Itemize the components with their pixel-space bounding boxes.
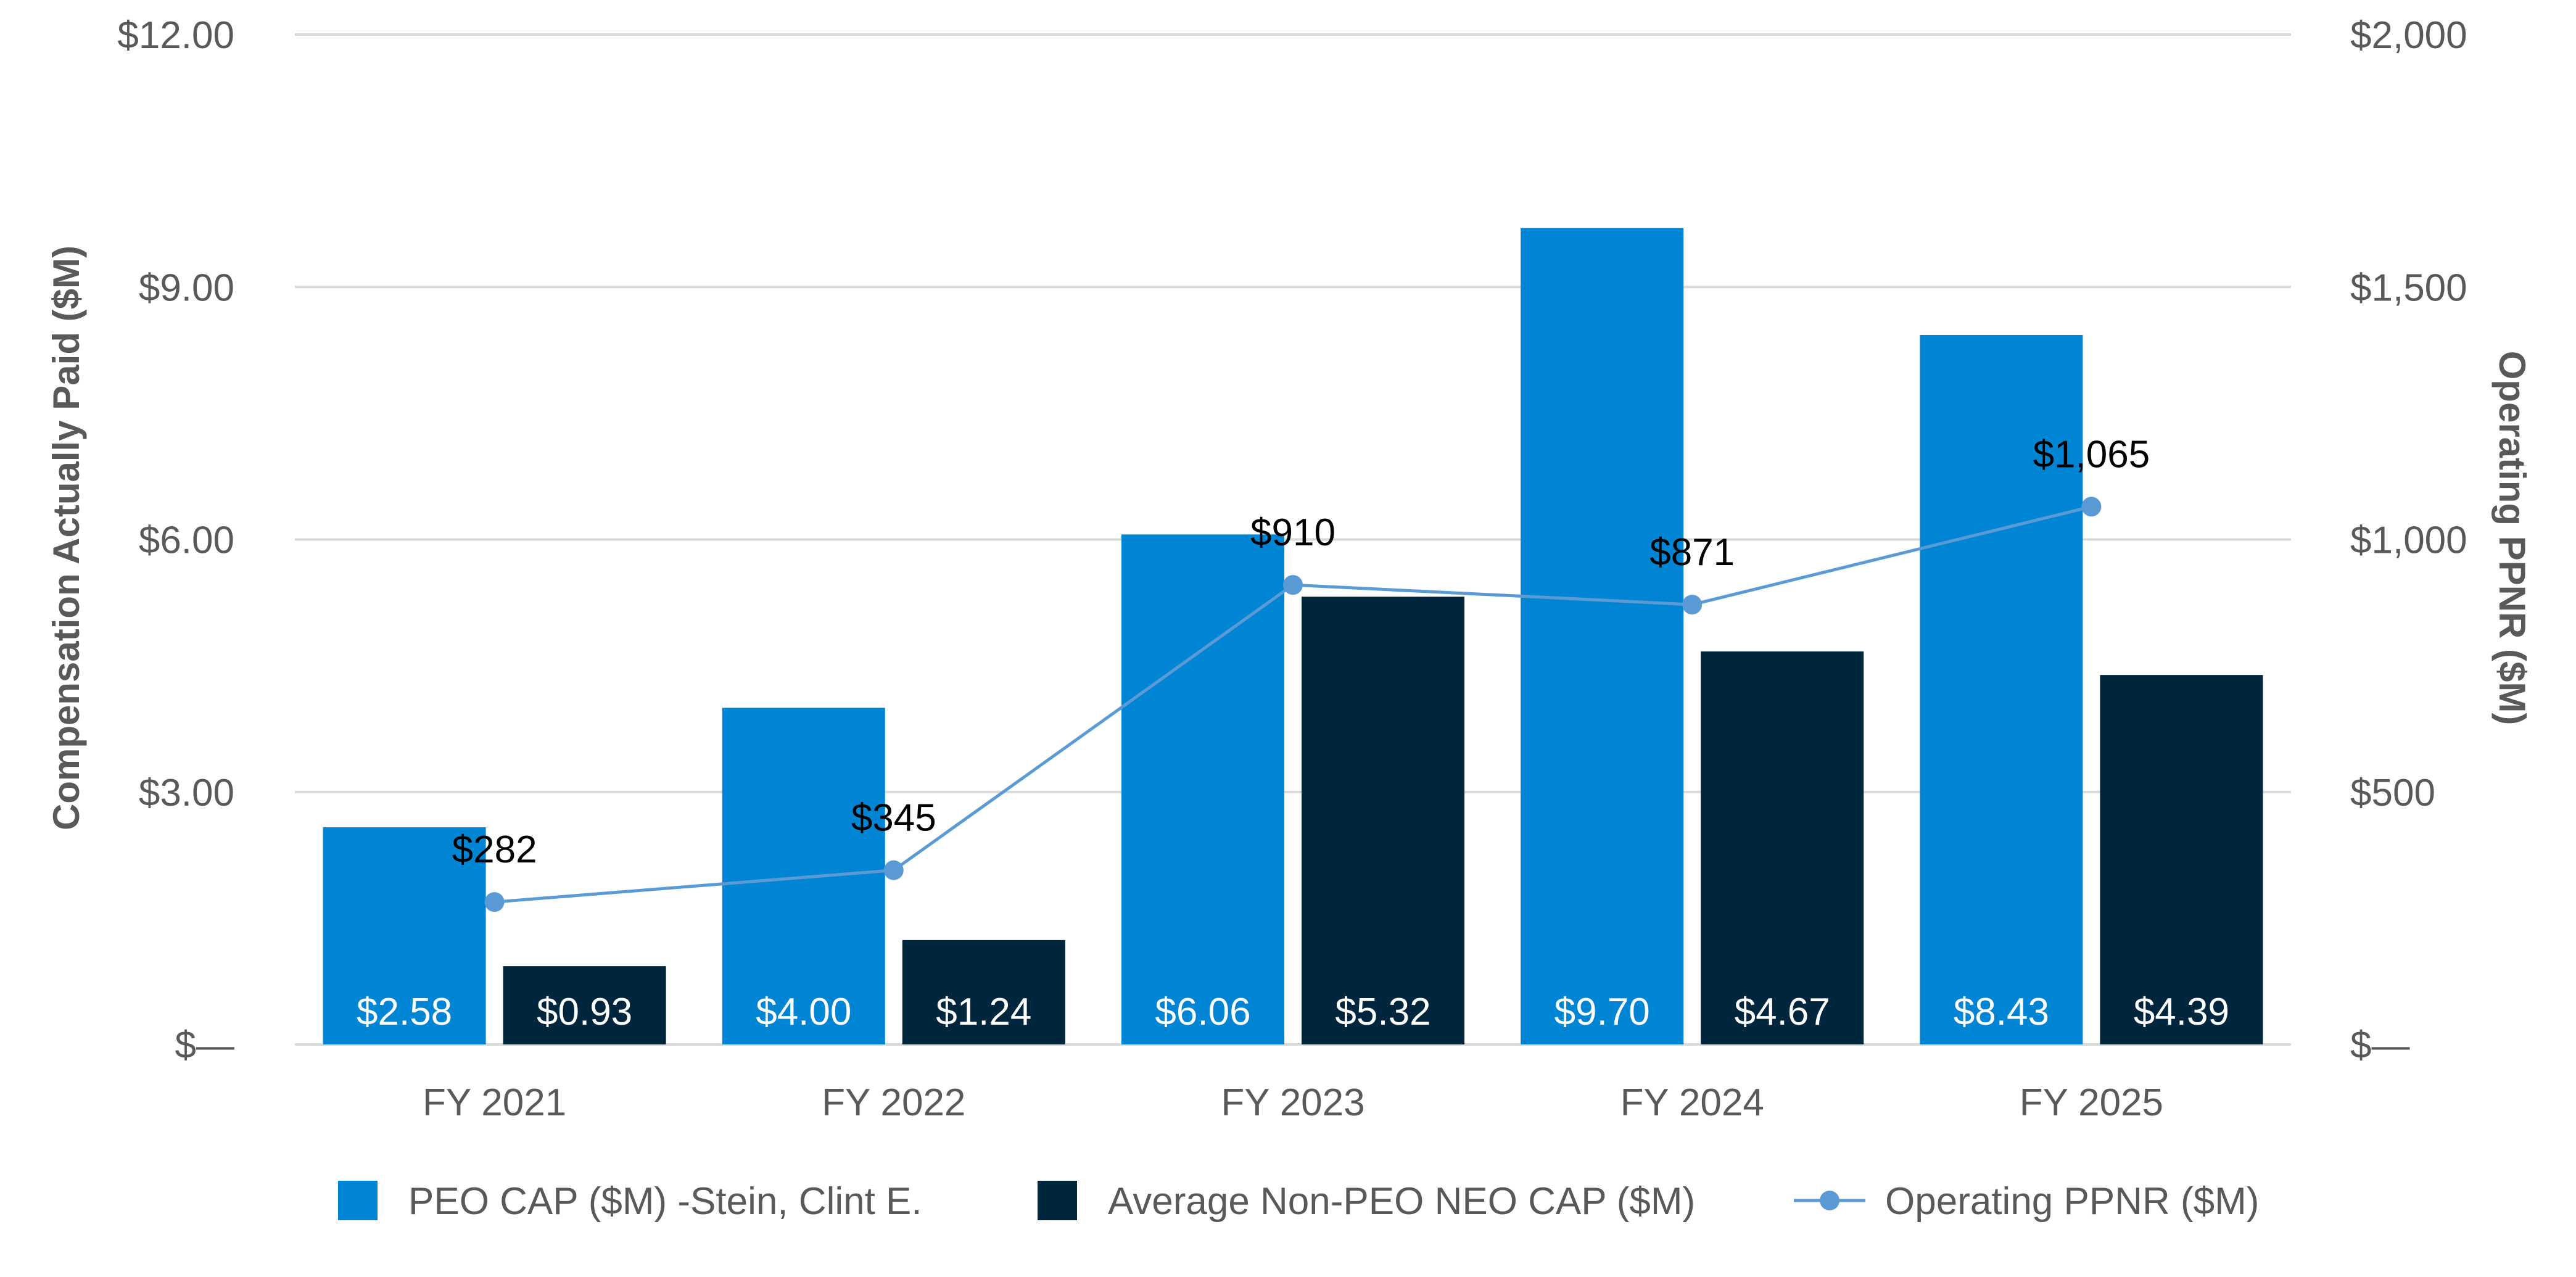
- ppnr-point-0: [484, 892, 505, 912]
- bars: $2.58 $0.93 $4.00 $1.24 $6.06 $5.32 $9.70 $4.67…: [323, 228, 2263, 1045]
- bar-s1-c4: [2100, 675, 2263, 1044]
- bar-label-s0-c4: $8.43: [1954, 991, 2049, 1033]
- right-tick-label-1: $500: [2350, 772, 2435, 814]
- bar-label-s1-c0: $0.93: [537, 991, 632, 1033]
- legend-marker-ppnr: [1820, 1191, 1839, 1210]
- ppnr-label-1: $345: [851, 797, 936, 840]
- ppnr-label-0: $282: [452, 829, 537, 871]
- bar-label-s1-c4: $4.39: [2134, 991, 2229, 1033]
- legend-label-neo-cap: Average Non-PEO NEO CAP ($M): [1108, 1180, 1695, 1223]
- left-tick-label-3: $9.00: [139, 267, 234, 309]
- left-tick-label-2: $6.00: [139, 519, 234, 562]
- bar-s1-c2: [1302, 597, 1464, 1044]
- bar-s1-c0: [503, 966, 666, 1044]
- bar-s0-c4: [1920, 335, 2083, 1044]
- ppnr-line: $282 $345 $910 $871 $1,065: [452, 433, 2150, 912]
- bar-label-s0-c3: $9.70: [1554, 991, 1650, 1033]
- right-axis-title: Operating PPNR ($M): [2491, 351, 2533, 725]
- bar-s0-c2: [1121, 534, 1284, 1044]
- x-tick-label-1: FY 2022: [822, 1081, 965, 1124]
- ppnr-point-3: [1682, 595, 1703, 615]
- ppnr-point-2: [1283, 575, 1303, 595]
- ppnr-label-2: $910: [1250, 511, 1335, 554]
- legend-swatch-peo-cap: [338, 1181, 378, 1220]
- x-tick-label-2: FY 2023: [1221, 1081, 1364, 1124]
- legend: PEO CAP ($M) -Stein, Clint E. Average No…: [338, 1180, 2259, 1223]
- x-tick-label-4: FY 2025: [2020, 1081, 2163, 1124]
- legend-swatch-neo-cap: [1038, 1181, 1077, 1220]
- legend-label-peo-cap: PEO CAP ($M) -Stein, Clint E.: [408, 1180, 922, 1223]
- bar-label-s1-c1: $1.24: [936, 991, 1031, 1033]
- right-tick-label-0: $—: [2350, 1024, 2409, 1067]
- left-tick-label-0: $—: [175, 1024, 234, 1067]
- bar-s0-c3: [1521, 228, 1684, 1045]
- bar-label-s1-c3: $4.67: [1735, 991, 1830, 1033]
- ppnr-point-4: [2081, 497, 2102, 517]
- x-axis-category-labels: FY 2021 FY 2022 FY 2023 FY 2024 FY 2025: [423, 1081, 2163, 1124]
- bar-label-s0-c2: $6.06: [1155, 991, 1250, 1033]
- right-tick-label-2: $1,000: [2350, 519, 2467, 562]
- ppnr-label-3: $871: [1649, 531, 1735, 574]
- bar-s1-c3: [1701, 651, 1864, 1044]
- x-tick-label-0: FY 2021: [423, 1081, 566, 1124]
- bar-s0-c0: [323, 827, 486, 1044]
- legend-label-ppnr: Operating PPNR ($M): [1885, 1180, 2259, 1223]
- left-axis-title: Compensation Actually Paid ($M): [46, 246, 87, 830]
- bar-s1-c1: [902, 940, 1065, 1044]
- left-axis-ticks: $— $3.00 $6.00 $9.00 $12.00: [117, 14, 234, 1067]
- left-tick-label-1: $3.00: [139, 772, 234, 814]
- bar-label-s0-c1: $4.00: [756, 991, 851, 1033]
- right-axis-ticks: $— $500 $1,000 $1,500 $2,000: [2350, 14, 2467, 1067]
- x-tick-label-3: FY 2024: [1620, 1081, 1764, 1124]
- right-tick-label-4: $2,000: [2350, 14, 2467, 57]
- ppnr-label-4: $1,065: [2033, 433, 2150, 476]
- bar-label-s0-c0: $2.58: [357, 991, 452, 1033]
- left-tick-label-4: $12.00: [117, 14, 234, 57]
- right-tick-label-3: $1,500: [2350, 267, 2467, 309]
- bar-label-s1-c2: $5.32: [1335, 991, 1430, 1033]
- ppnr-point-1: [883, 860, 904, 880]
